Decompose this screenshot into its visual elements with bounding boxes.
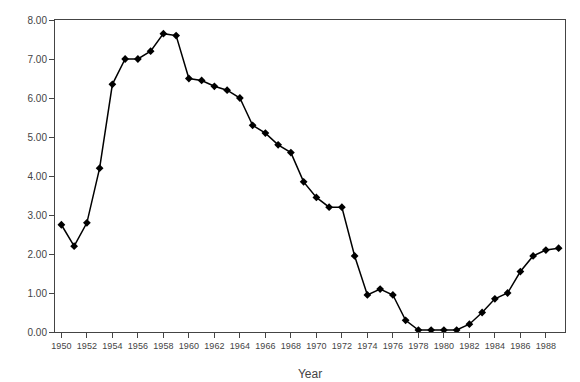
svg-text:1984: 1984: [485, 341, 505, 351]
svg-text:2.00: 2.00: [28, 249, 48, 260]
svg-text:1980: 1980: [434, 341, 454, 351]
svg-text:7.00: 7.00: [28, 54, 48, 65]
svg-text:6.00: 6.00: [28, 93, 48, 104]
svg-text:8.00: 8.00: [28, 15, 48, 26]
svg-text:1960: 1960: [179, 341, 199, 351]
svg-text:1976: 1976: [383, 341, 403, 351]
svg-text:4.00: 4.00: [28, 171, 48, 182]
svg-text:1954: 1954: [102, 341, 122, 351]
svg-text:0.00: 0.00: [28, 327, 48, 338]
svg-text:1956: 1956: [128, 341, 148, 351]
svg-text:Year: Year: [298, 367, 322, 381]
svg-text:1962: 1962: [204, 341, 224, 351]
svg-text:1970: 1970: [306, 341, 326, 351]
svg-text:1964: 1964: [230, 341, 250, 351]
svg-text:1968: 1968: [281, 341, 301, 351]
svg-text:1972: 1972: [332, 341, 352, 351]
svg-text:1.00: 1.00: [28, 288, 48, 299]
svg-text:1988: 1988: [536, 341, 556, 351]
svg-text:1978: 1978: [408, 341, 428, 351]
svg-text:1950: 1950: [51, 341, 71, 351]
svg-text:1982: 1982: [459, 341, 479, 351]
svg-text:1974: 1974: [357, 341, 377, 351]
svg-text:1952: 1952: [77, 341, 97, 351]
svg-text:1986: 1986: [510, 341, 530, 351]
svg-text:3.00: 3.00: [28, 210, 48, 221]
svg-text:1966: 1966: [255, 341, 275, 351]
svg-text:1958: 1958: [153, 341, 173, 351]
svg-text:5.00: 5.00: [28, 132, 48, 143]
